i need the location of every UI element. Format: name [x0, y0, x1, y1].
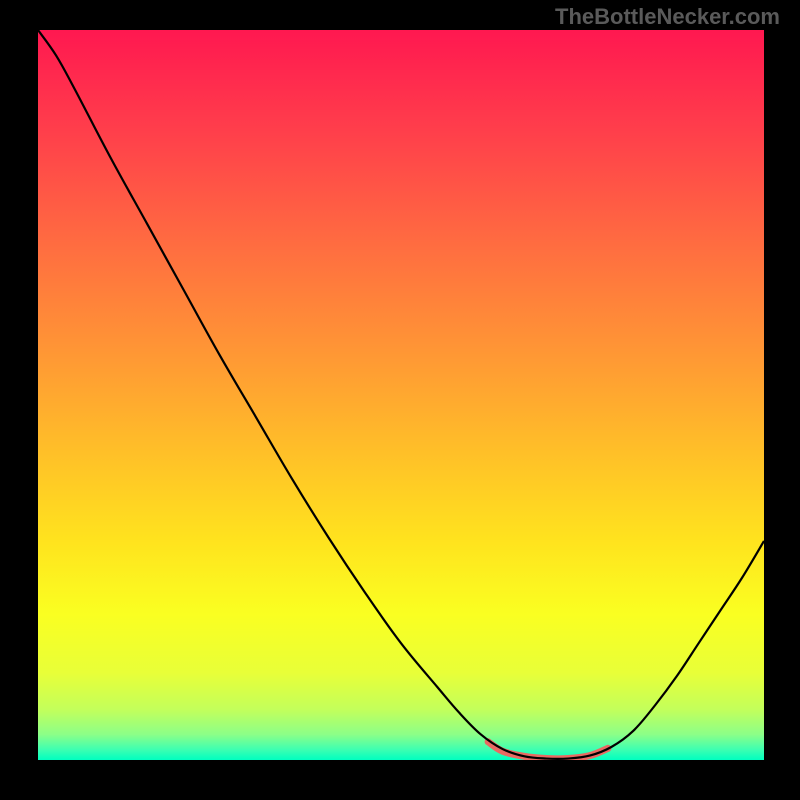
chart-container: TheBottleNecker.com	[0, 0, 800, 800]
watermark-text: TheBottleNecker.com	[555, 4, 780, 30]
bottleneck-curve-chart	[38, 30, 764, 760]
gradient-background	[38, 30, 764, 760]
